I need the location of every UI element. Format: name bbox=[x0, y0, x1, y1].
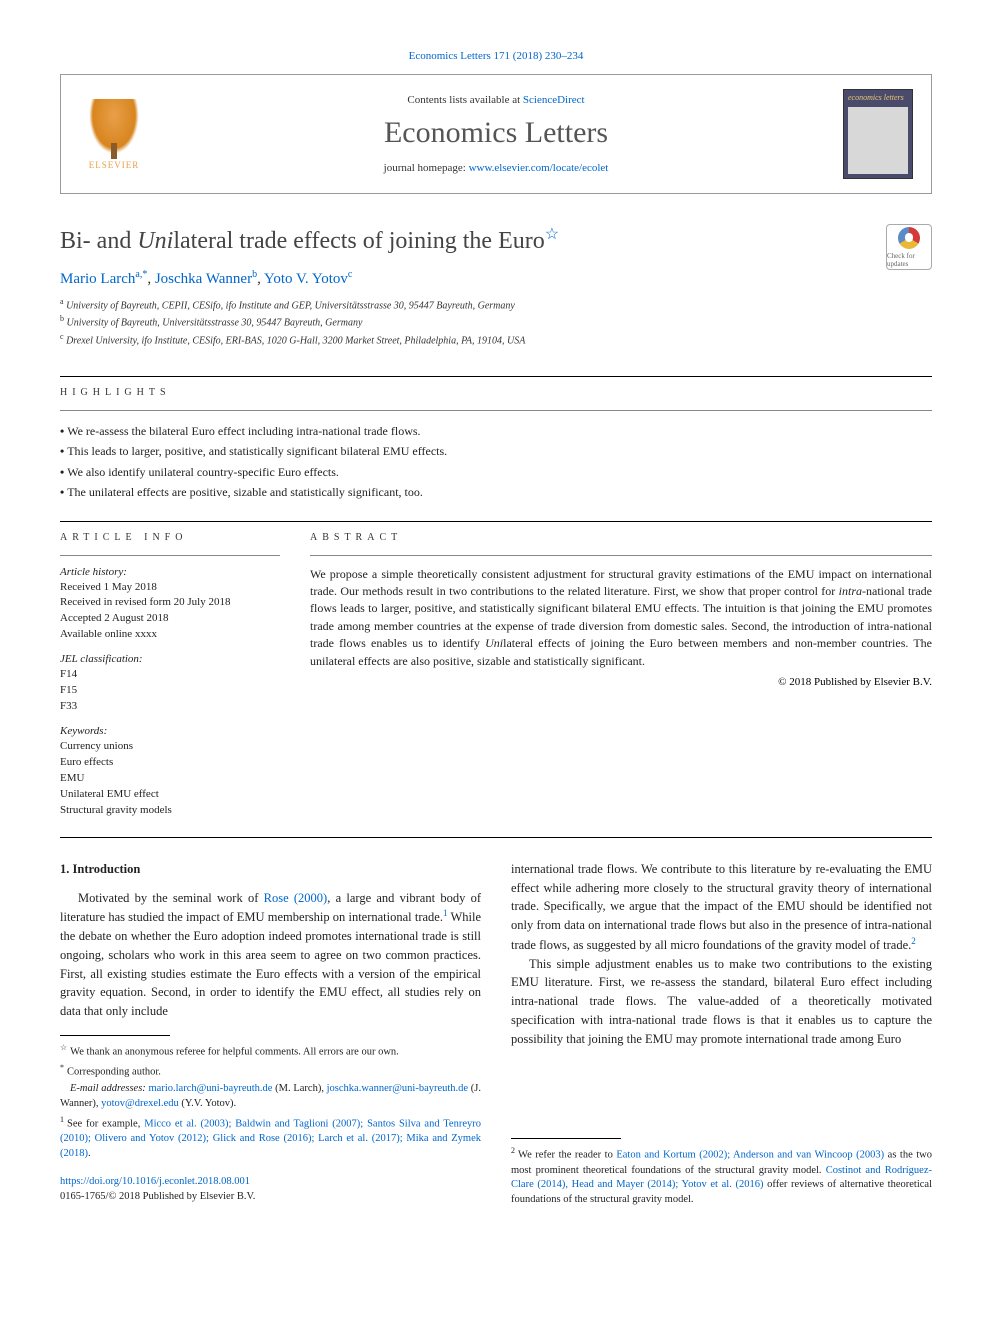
footnotes-right: 2We refer the reader to Eaton and Kortum… bbox=[511, 1145, 932, 1207]
homepage-link[interactable]: www.elsevier.com/locate/ecolet bbox=[469, 162, 609, 174]
authors: Mario Larcha,*, Joschka Wannerb, Yoto V.… bbox=[60, 269, 932, 288]
elsevier-logo: ELSEVIER bbox=[79, 94, 149, 174]
doi-link[interactable]: https://doi.org/10.1016/j.econlet.2018.0… bbox=[60, 1176, 250, 1187]
divider bbox=[60, 521, 932, 522]
paper-title: Bi- and Unilateral trade effects of join… bbox=[60, 224, 932, 255]
jel-code: F15 bbox=[60, 683, 280, 699]
jel-heading: JEL classification: bbox=[60, 653, 280, 665]
journal-header: ELSEVIER Contents lists available at Sci… bbox=[60, 74, 932, 194]
citation[interactable]: Rose (2000) bbox=[264, 891, 328, 905]
history-body: Received 1 May 2018 Received in revised … bbox=[60, 580, 280, 644]
article-info-label: ARTICLE INFO bbox=[60, 532, 280, 543]
doi-block: https://doi.org/10.1016/j.econlet.2018.0… bbox=[60, 1175, 481, 1204]
divider bbox=[310, 555, 932, 556]
journal-homepage: journal homepage: www.elsevier.com/locat… bbox=[167, 162, 825, 174]
footnote-emails: E-mail addresses: mario.larch@uni-bayreu… bbox=[60, 1082, 481, 1111]
affiliation: a University of Bayreuth, CEPII, CESifo,… bbox=[60, 296, 932, 313]
history-line: Received in revised form 20 July 2018 bbox=[60, 595, 280, 611]
title-section: Check for updates Bi- and Unilateral tra… bbox=[60, 224, 932, 348]
contents-available: Contents lists available at ScienceDirec… bbox=[167, 94, 825, 106]
affiliation: b University of Bayreuth, Universitätsst… bbox=[60, 313, 932, 330]
highlights-label: HIGHLIGHTS bbox=[60, 387, 932, 398]
footnote-star: ☆We thank an anonymous referee for helpf… bbox=[60, 1042, 481, 1060]
jel-code: F14 bbox=[60, 667, 280, 683]
updates-icon bbox=[898, 227, 920, 249]
affiliation: c Drexel University, ifo Institute, CESi… bbox=[60, 331, 932, 348]
journal-reference: Economics Letters 171 (2018) 230–234 bbox=[60, 50, 932, 62]
abstract-text: We propose a simple theoretically consis… bbox=[310, 566, 932, 670]
elsevier-tree-icon bbox=[89, 99, 139, 154]
issn-copyright: 0165-1765/© 2018 Published by Elsevier B… bbox=[60, 1191, 255, 1202]
highlight-item: This leads to larger, positive, and stat… bbox=[60, 441, 932, 461]
abstract-label: ABSTRACT bbox=[310, 532, 932, 543]
cover-title: economics letters bbox=[848, 94, 908, 103]
footnotes-left: ☆We thank an anonymous referee for helpf… bbox=[60, 1042, 481, 1161]
keywords-heading: Keywords: bbox=[60, 725, 280, 737]
email-link[interactable]: mario.larch@uni-bayreuth.de bbox=[149, 1083, 273, 1094]
copyright: © 2018 Published by Elsevier B.V. bbox=[310, 676, 932, 688]
check-updates-badge[interactable]: Check for updates bbox=[886, 224, 932, 270]
footnote-corresponding: *Corresponding author. bbox=[60, 1062, 481, 1080]
author-link[interactable]: Joschka Wanner bbox=[155, 271, 252, 287]
header-center: Contents lists available at ScienceDirec… bbox=[167, 94, 825, 174]
journal-ref-link[interactable]: Economics Letters 171 (2018) 230–234 bbox=[409, 50, 584, 62]
highlight-item: The unilateral effects are positive, siz… bbox=[60, 482, 932, 502]
keyword: Structural gravity models bbox=[60, 803, 280, 819]
footnote-1: 1See for example, Micco et al. (2003); B… bbox=[60, 1114, 481, 1162]
footnote-rule bbox=[60, 1035, 170, 1036]
footnote-rule bbox=[511, 1138, 621, 1139]
divider bbox=[60, 837, 932, 838]
article-info: ARTICLE INFO Article history: Received 1… bbox=[60, 532, 280, 819]
journal-name: Economics Letters bbox=[167, 116, 825, 150]
abstract-column: ABSTRACT We propose a simple theoretical… bbox=[310, 532, 932, 819]
info-abstract-row: ARTICLE INFO Article history: Received 1… bbox=[60, 532, 932, 819]
citation[interactable]: Eaton and Kortum (2002); Anderson and va… bbox=[616, 1150, 884, 1161]
intro-heading: 1. Introduction bbox=[60, 860, 481, 879]
divider bbox=[60, 555, 280, 556]
highlights-list: We re-assess the bilateral Euro effect i… bbox=[60, 421, 932, 503]
author-link[interactable]: Yoto V. Yotov bbox=[264, 271, 348, 287]
keyword: Unilateral EMU effect bbox=[60, 787, 280, 803]
history-line: Received 1 May 2018 bbox=[60, 580, 280, 596]
publisher-name: ELSEVIER bbox=[89, 160, 140, 170]
body-paragraph: This simple adjustment enables us to mak… bbox=[511, 955, 932, 1049]
body-two-column: 1. Introduction Motivated by the seminal… bbox=[60, 860, 932, 1210]
body-paragraph: Motivated by the seminal work of Rose (2… bbox=[60, 889, 481, 1021]
divider bbox=[60, 410, 932, 411]
keywords-body: Currency unions Euro effects EMU Unilate… bbox=[60, 739, 280, 819]
body-paragraph: international trade flows. We contribute… bbox=[511, 860, 932, 955]
jel-body: F14 F15 F33 bbox=[60, 667, 280, 715]
footnote-2: 2We refer the reader to Eaton and Kortum… bbox=[511, 1145, 932, 1207]
email-link[interactable]: yotov@drexel.edu bbox=[101, 1098, 179, 1109]
journal-cover-thumbnail: economics letters bbox=[843, 89, 913, 179]
keyword: EMU bbox=[60, 771, 280, 787]
history-heading: Article history: bbox=[60, 566, 280, 578]
affiliations: a University of Bayreuth, CEPII, CESifo,… bbox=[60, 296, 932, 348]
highlight-item: We also identify unilateral country-spec… bbox=[60, 462, 932, 482]
history-line: Available online xxxx bbox=[60, 627, 280, 643]
footnote-ref-2[interactable]: 2 bbox=[911, 936, 916, 946]
history-line: Accepted 2 August 2018 bbox=[60, 611, 280, 627]
author-link[interactable]: Mario Larch bbox=[60, 271, 135, 287]
highlight-item: We re-assess the bilateral Euro effect i… bbox=[60, 421, 932, 441]
keyword: Currency unions bbox=[60, 739, 280, 755]
title-footnote-star: ☆ bbox=[545, 226, 559, 243]
email-link[interactable]: joschka.wanner@uni-bayreuth.de bbox=[327, 1083, 468, 1094]
divider bbox=[60, 376, 932, 377]
sciencedirect-link[interactable]: ScienceDirect bbox=[523, 94, 585, 106]
updates-label: Check for updates bbox=[887, 252, 931, 268]
keyword: Euro effects bbox=[60, 755, 280, 771]
jel-code: F33 bbox=[60, 699, 280, 715]
cover-body bbox=[848, 107, 908, 174]
